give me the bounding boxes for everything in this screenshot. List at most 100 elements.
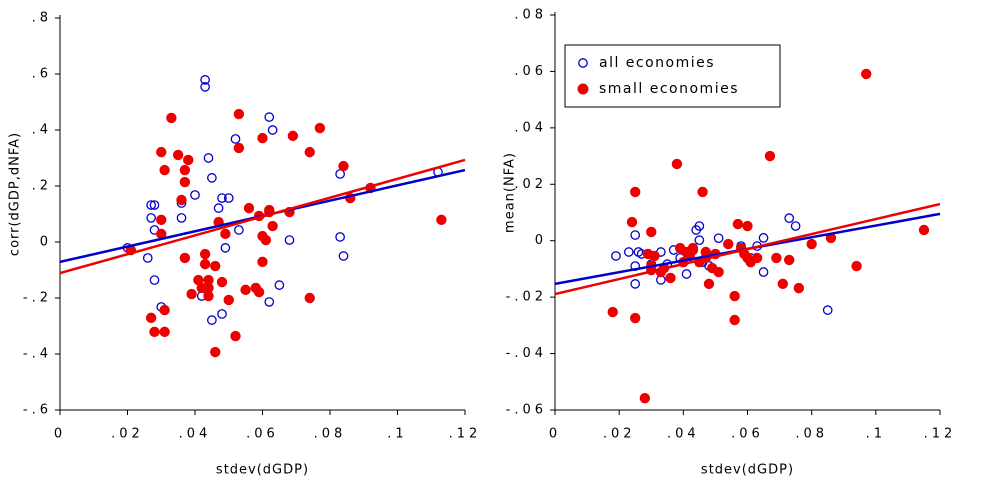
data-point <box>223 294 234 306</box>
fit-line <box>554 202 941 296</box>
data-point <box>166 112 177 124</box>
data-point <box>267 220 278 232</box>
legend-label: small economies <box>599 81 739 97</box>
y-tick-label: .04 <box>514 120 547 135</box>
data-point <box>274 280 285 290</box>
y-tick-label: .02 <box>514 177 547 192</box>
data-point <box>304 146 315 158</box>
data-point <box>790 221 801 231</box>
x-axis-title: stdev(dGDP) <box>216 463 309 478</box>
fit-line <box>59 158 466 275</box>
x-tick-label: .1 <box>387 427 407 442</box>
data-point <box>156 146 167 158</box>
y-tick-label: .6 <box>32 67 52 82</box>
data-point <box>210 346 221 358</box>
data-point <box>713 266 724 278</box>
x-tick-label: 0 <box>549 427 561 442</box>
y-axis-title: corr(dGDP,dNFA) <box>8 132 23 256</box>
x-tick-label: .08 <box>314 427 347 442</box>
data-point <box>626 216 638 228</box>
x-tick-label: .06 <box>731 427 764 442</box>
data-point <box>777 278 788 290</box>
legend-marker <box>577 83 589 95</box>
data-point <box>771 252 782 264</box>
data-point <box>179 176 191 188</box>
data-point <box>806 238 817 250</box>
data-point <box>851 260 862 272</box>
x-tick-label: .12 <box>449 427 482 442</box>
legend-box <box>564 44 781 108</box>
x-tick-label: .08 <box>795 427 828 442</box>
data-point <box>149 200 160 210</box>
x-tick-label: .04 <box>667 427 700 442</box>
data-point <box>630 279 641 289</box>
data-point <box>264 297 275 307</box>
data-point <box>713 233 724 244</box>
y-tick-label: .4 <box>32 123 52 138</box>
data-point <box>240 284 251 296</box>
x-tick-label: .02 <box>111 427 144 442</box>
x-tick-label: .1 <box>866 427 886 442</box>
y-tick-label: -.02 <box>506 290 547 305</box>
data-point <box>200 82 210 92</box>
data-point <box>149 326 160 338</box>
data-point <box>257 132 268 144</box>
data-point <box>751 252 763 264</box>
data-point <box>729 290 740 302</box>
data-point <box>183 154 194 166</box>
data-point <box>233 108 245 120</box>
data-point <box>172 149 184 161</box>
data-point <box>243 202 255 214</box>
data-point <box>159 326 170 338</box>
data-point <box>210 260 221 272</box>
y-tick-label: -.04 <box>506 346 547 361</box>
data-point <box>784 254 795 266</box>
data-point <box>623 247 634 257</box>
data-point <box>190 190 200 200</box>
data-point <box>203 153 214 163</box>
data-point <box>199 258 211 270</box>
data-point <box>257 256 268 268</box>
y-tick-label: .08 <box>514 8 547 23</box>
data-point <box>264 112 275 122</box>
legend: all economies small economies <box>564 44 781 108</box>
data-point <box>681 269 692 279</box>
data-point <box>159 164 170 176</box>
data-point <box>697 186 708 198</box>
chart: -.6 -.4 -.2 0 .2 .4 .6 .8 0 .02 .04 .06 .08 .1 .12 stde… <box>8 11 482 478</box>
data-point <box>671 158 683 170</box>
data-point <box>694 221 705 231</box>
data-point <box>233 142 245 154</box>
x-tick-label: .12 <box>924 427 957 442</box>
data-point <box>758 233 769 243</box>
x-tick-label: .06 <box>246 427 279 442</box>
data-point <box>146 213 156 223</box>
data-point <box>822 305 833 315</box>
data-point <box>287 130 299 142</box>
x-tick-label: .04 <box>179 427 212 442</box>
y-tick-label: .8 <box>32 11 52 26</box>
data-point <box>145 312 157 324</box>
data-point <box>223 193 234 203</box>
data-point <box>742 220 753 232</box>
data-point <box>335 232 345 242</box>
data-point <box>200 75 210 85</box>
data-point <box>149 275 160 285</box>
data-point <box>758 267 769 277</box>
y-tick-label: .2 <box>32 179 52 194</box>
data-point <box>203 274 214 286</box>
data-point <box>179 252 191 264</box>
data-point <box>665 272 676 284</box>
data-point <box>217 309 227 319</box>
data-point <box>230 134 241 144</box>
x-axis-title: stdev(dGDP) <box>701 463 794 478</box>
y-tick-label: -.4 <box>23 347 52 362</box>
data-point <box>220 243 231 253</box>
data-point <box>260 234 272 246</box>
y-tick-label: .06 <box>514 64 547 79</box>
y-tick-label: 0 <box>535 233 547 248</box>
data-point <box>918 224 930 236</box>
data-point <box>703 278 715 290</box>
data-point <box>176 213 187 223</box>
